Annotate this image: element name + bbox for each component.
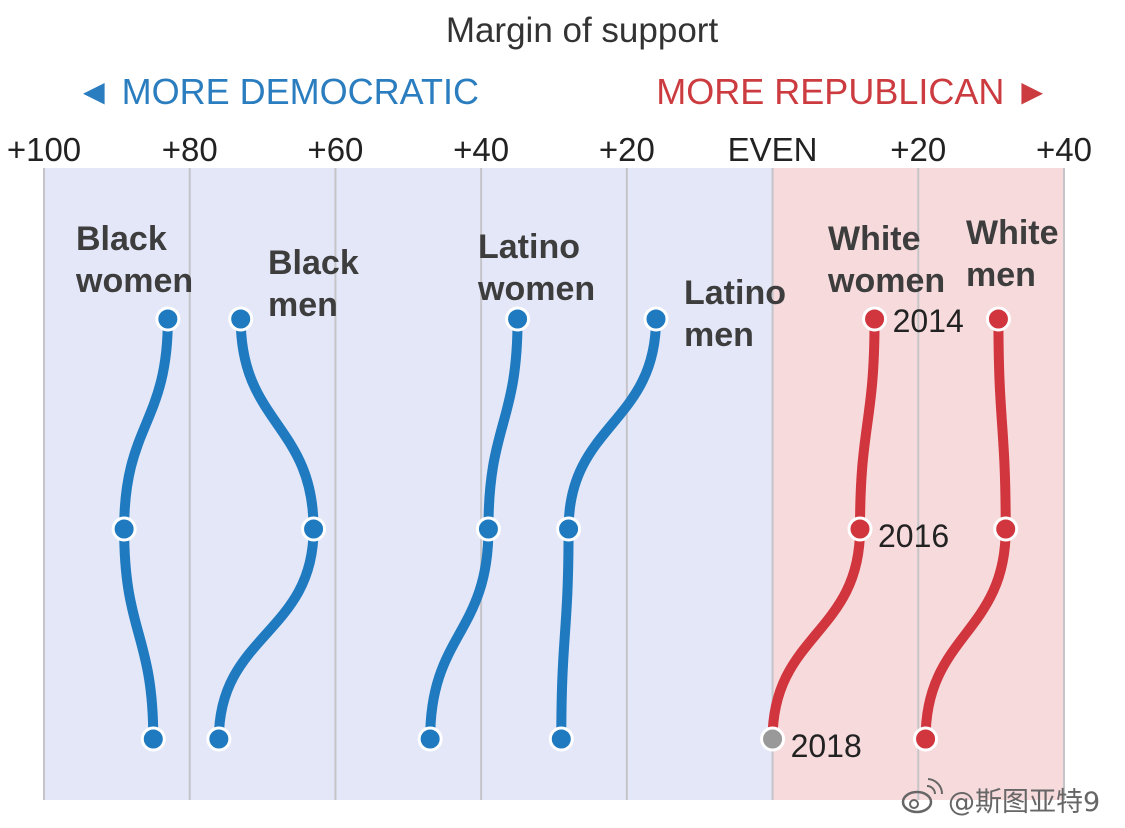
series-label: men (268, 286, 338, 324)
x-tick-label: +40 (453, 131, 509, 168)
data-point (155, 306, 181, 332)
series-label: Black (76, 220, 167, 258)
series-line-segment (235, 314, 319, 534)
watermark-text: @斯图亚特9 (948, 787, 1100, 818)
series-label: White (828, 220, 921, 258)
dem-background (44, 168, 773, 800)
series-line-segment (556, 524, 574, 744)
x-tick-label: EVEN (728, 131, 818, 168)
gridlines (43, 168, 1065, 800)
data-point (228, 306, 254, 332)
x-tick-label: +80 (162, 131, 218, 168)
series-label: men (684, 316, 754, 354)
data-point (206, 726, 232, 752)
data-point (643, 306, 669, 332)
series-label: Black (268, 244, 359, 282)
x-tick-label: +40 (1036, 131, 1092, 168)
chart-title: Margin of support (446, 11, 719, 50)
data-point (475, 516, 501, 542)
weibo-logo-icon (901, 778, 944, 814)
series-label: Latino (684, 274, 786, 312)
data-point (301, 516, 327, 542)
series-lines (119, 314, 1011, 744)
data-point (993, 516, 1019, 542)
series-label: women (827, 262, 945, 300)
more-republican-label: MORE REPUBLICAN ► (656, 71, 1050, 112)
watermark: @斯图亚特9 (901, 778, 1100, 818)
data-point (985, 306, 1011, 332)
data-point (505, 306, 531, 332)
x-axis-tick-labels: +100 +80 +60 +40 +20 EVEN +20 +40 (7, 131, 1092, 168)
year-label: 2018 (791, 728, 862, 764)
series-line-segment (425, 524, 494, 744)
series-line-segment (119, 524, 159, 744)
series-line-segment (213, 524, 319, 744)
series-line-segment (483, 314, 523, 534)
year-label: 2016 (878, 518, 949, 554)
data-point (760, 726, 786, 752)
series-line-segment (119, 314, 173, 534)
series-label: women (477, 270, 595, 308)
data-point (111, 516, 137, 542)
series-line-segment (993, 314, 1011, 534)
year-labels: 2014 2016 2018 (791, 303, 964, 764)
year-label: 2014 (893, 303, 964, 339)
x-tick-label: +20 (599, 131, 655, 168)
series-label: men (966, 256, 1036, 294)
x-tick-label: +100 (7, 131, 81, 168)
series-line-segment (563, 314, 661, 534)
series-labels: Black women Black men Latino women Latino men Wh… (75, 214, 1059, 354)
data-point (862, 306, 888, 332)
data-point (417, 726, 443, 752)
data-point (556, 516, 582, 542)
data-point (913, 726, 939, 752)
series-label: Latino (478, 228, 580, 266)
series-line-segment (920, 524, 1011, 744)
series-label: White (966, 214, 1059, 252)
series-points (111, 306, 1019, 752)
x-tick-label: +60 (307, 131, 363, 168)
series-line-segment (767, 524, 865, 744)
series-label: women (75, 262, 193, 300)
data-point (847, 516, 873, 542)
more-democratic-label: ◄ MORE DEMOCRATIC (76, 71, 479, 112)
series-line-segment (855, 314, 880, 534)
data-point (140, 726, 166, 752)
data-point (548, 726, 574, 752)
x-tick-label: +20 (890, 131, 946, 168)
